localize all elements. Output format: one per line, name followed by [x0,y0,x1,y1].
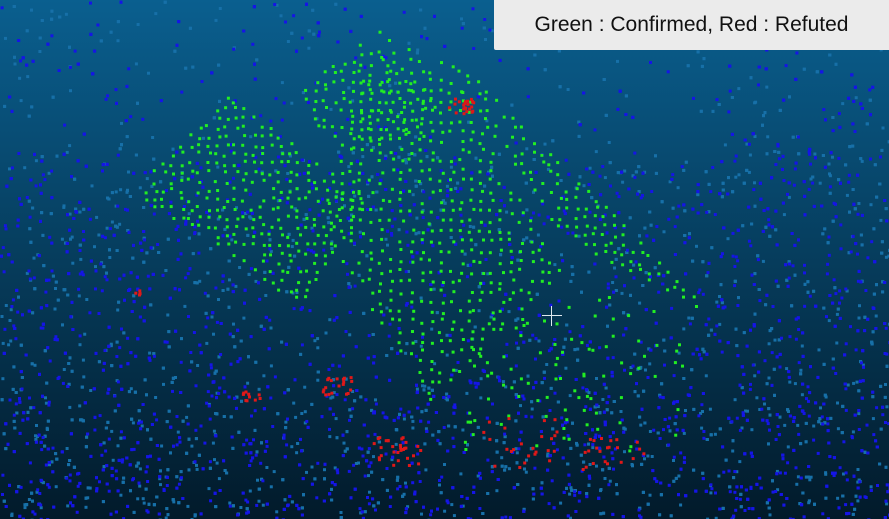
confirmed-points [144,30,698,453]
legend-text: Green : Confirmed, Red : Refuted [534,13,849,36]
crosshair-icon [542,306,562,326]
refuted-points [134,97,646,471]
legend-label: Green : Confirmed, Red : Refuted [494,0,889,50]
